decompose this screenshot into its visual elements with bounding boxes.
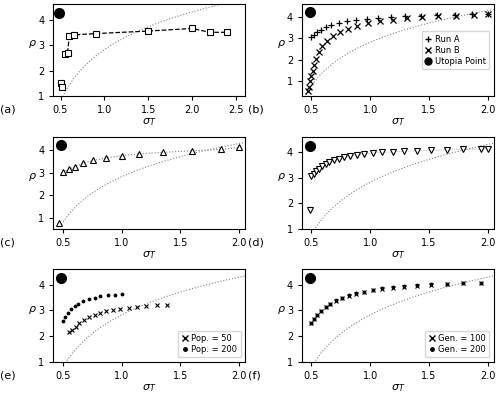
- Y-axis label: $\rho$: $\rho$: [28, 171, 37, 183]
- Text: (f): (f): [248, 370, 261, 380]
- X-axis label: $\sigma_T$: $\sigma_T$: [142, 117, 156, 129]
- Legend: Gen. = 100, Gen. = 200: Gen. = 100, Gen. = 200: [425, 331, 490, 357]
- Y-axis label: $\rho$: $\rho$: [28, 304, 37, 316]
- Text: (b): (b): [248, 105, 264, 115]
- Text: (a): (a): [0, 105, 16, 115]
- Text: (d): (d): [248, 238, 264, 248]
- Y-axis label: $\rho$: $\rho$: [28, 38, 37, 50]
- X-axis label: $\sigma_T$: $\sigma_T$: [390, 250, 405, 261]
- Y-axis label: $\rho$: $\rho$: [277, 38, 285, 50]
- Y-axis label: $\rho$: $\rho$: [277, 171, 285, 183]
- X-axis label: $\sigma_T$: $\sigma_T$: [390, 117, 405, 129]
- X-axis label: $\sigma_T$: $\sigma_T$: [390, 382, 405, 394]
- Text: (c): (c): [0, 238, 15, 248]
- Legend: Run A, Run B, Utopia Point: Run A, Run B, Utopia Point: [422, 31, 490, 69]
- X-axis label: $\sigma_T$: $\sigma_T$: [142, 250, 156, 261]
- Legend: Pop. = 50, Pop. = 200: Pop. = 50, Pop. = 200: [178, 331, 241, 357]
- Text: (e): (e): [0, 370, 16, 380]
- X-axis label: $\sigma_T$: $\sigma_T$: [142, 382, 156, 394]
- Y-axis label: $\rho$: $\rho$: [277, 304, 285, 316]
